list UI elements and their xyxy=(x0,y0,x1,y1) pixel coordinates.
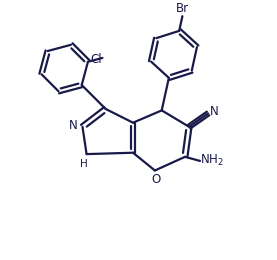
Text: NH$_2$: NH$_2$ xyxy=(199,153,223,168)
Text: N: N xyxy=(69,119,78,132)
Text: Br: Br xyxy=(176,2,189,15)
Text: Cl: Cl xyxy=(91,53,102,66)
Text: O: O xyxy=(152,173,161,186)
Text: N: N xyxy=(210,105,219,118)
Text: H: H xyxy=(80,159,88,170)
